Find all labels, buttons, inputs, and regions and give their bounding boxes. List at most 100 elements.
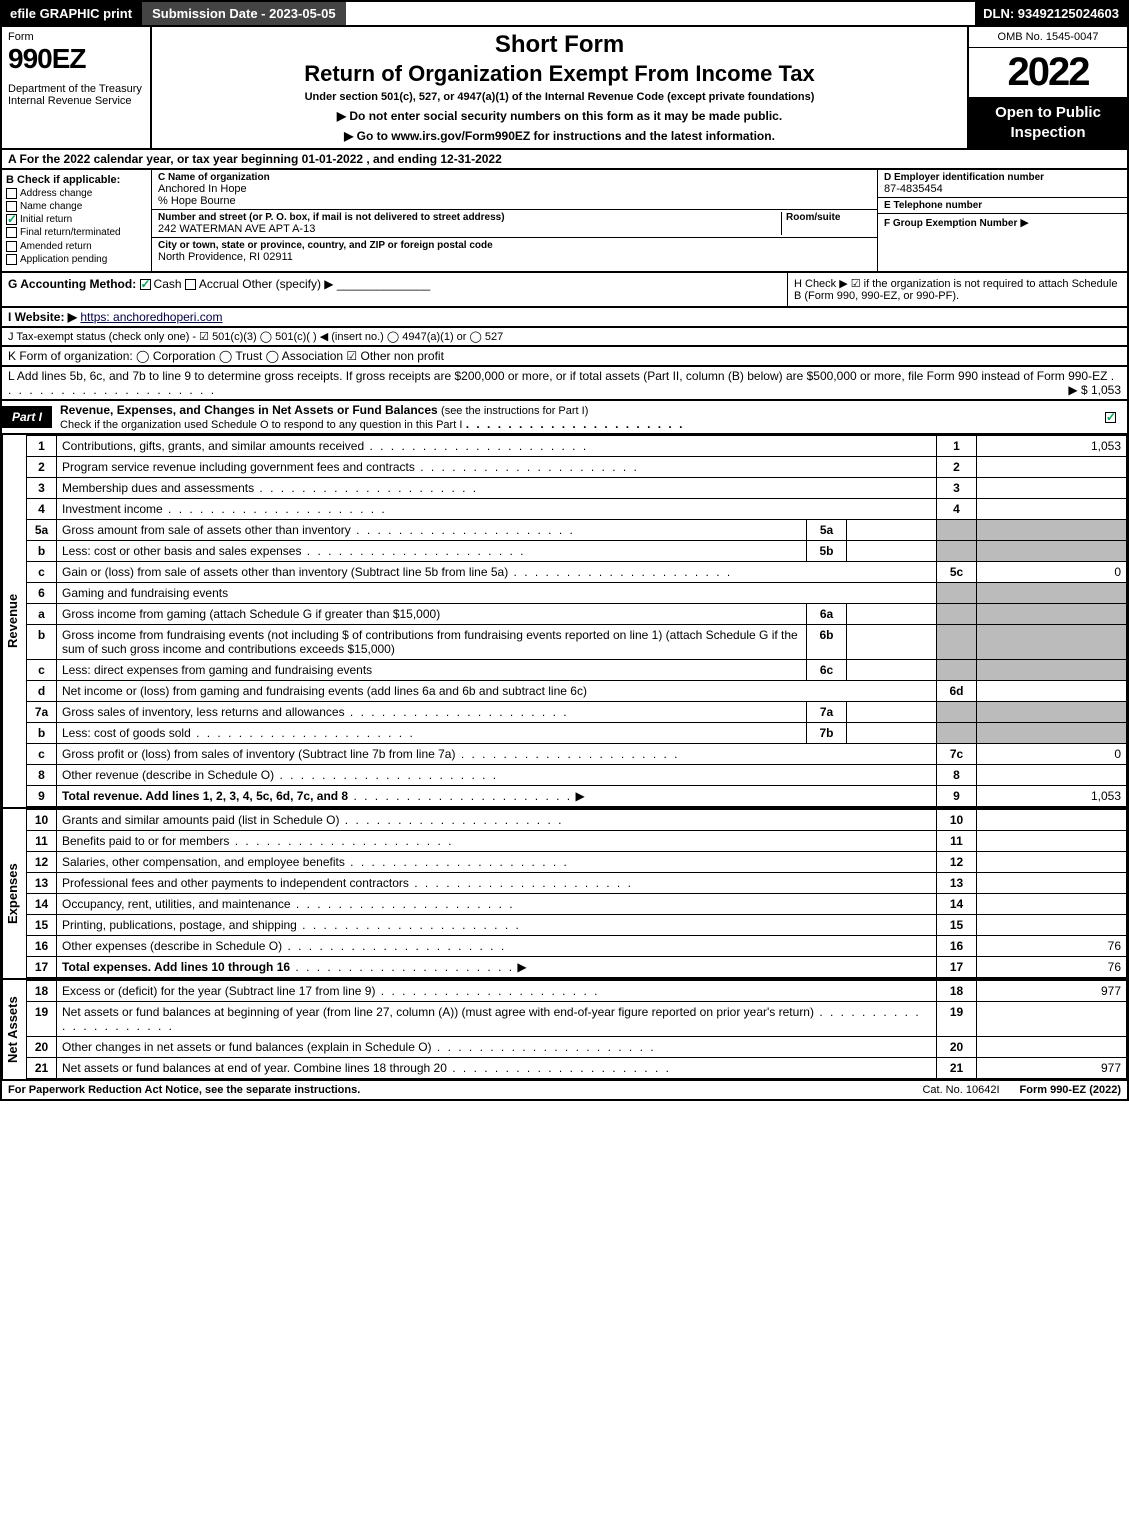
line-6c: c Less: direct expenses from gaming and … [27, 659, 1127, 680]
revenue-section: Revenue 1 Contributions, gifts, grants, … [0, 435, 1129, 809]
revenue-side-label: Revenue [2, 435, 26, 807]
ein-block: D Employer identification number 87-4835… [878, 170, 1127, 198]
line-4: 4 Investment income 4 [27, 498, 1127, 519]
line-20: 20 Other changes in net assets or fund b… [27, 1036, 1127, 1057]
line-6a: a Gross income from gaming (attach Sched… [27, 603, 1127, 624]
title-short-form: Short Form [158, 31, 961, 59]
line-2: 2 Program service revenue including gove… [27, 456, 1127, 477]
col-b-header: B Check if applicable: [6, 174, 147, 186]
group-exemption-arrow: ▶ [1020, 217, 1028, 229]
street-value: 242 WATERMAN AVE APT A-13 [158, 223, 781, 235]
row-j-tax-exempt: J Tax-exempt status (check only one) - ☑… [0, 328, 1129, 347]
row-l-gross-receipts: L Add lines 5b, 6c, and 7b to line 9 to … [0, 367, 1129, 401]
expenses-side-label: Expenses [2, 809, 26, 978]
row-g: G Accounting Method: Cash Accrual Other … [2, 273, 787, 306]
row-l-text: L Add lines 5b, 6c, and 7b to line 9 to … [8, 369, 1107, 383]
line-7a: 7a Gross sales of inventory, less return… [27, 701, 1127, 722]
chk-cash[interactable] [140, 279, 151, 290]
title-return: Return of Organization Exempt From Incom… [158, 61, 961, 87]
line-5c: c Gain or (loss) from sale of assets oth… [27, 561, 1127, 582]
line-14: 14 Occupancy, rent, utilities, and maint… [27, 893, 1127, 914]
line-16: 16 Other expenses (describe in Schedule … [27, 935, 1127, 956]
line-6: 6 Gaming and fundraising events [27, 582, 1127, 603]
website-label: I Website: ▶ [8, 310, 77, 324]
col-b-checkboxes: B Check if applicable: Address change Na… [2, 170, 152, 271]
line-3: 3 Membership dues and assessments 3 [27, 477, 1127, 498]
org-name-block: C Name of organization Anchored In Hope … [152, 170, 877, 210]
line-21: 21 Net assets or fund balances at end of… [27, 1057, 1127, 1078]
g-other: Other (specify) ▶ [242, 277, 333, 291]
chk-name-change[interactable]: Name change [6, 201, 147, 212]
chk-initial-return[interactable]: Initial return [6, 214, 147, 225]
chk-address-change[interactable]: Address change [6, 188, 147, 199]
expenses-section: Expenses 10 Grants and similar amounts p… [0, 809, 1129, 980]
expenses-table: 10 Grants and similar amounts paid (list… [26, 809, 1127, 978]
website-link[interactable]: https: anchoredhoperi.com [80, 310, 222, 324]
org-name-label: C Name of organization [158, 172, 871, 183]
group-exemption-label: F Group Exemption Number [884, 218, 1017, 229]
line-13: 13 Professional fees and other payments … [27, 872, 1127, 893]
header-center: Short Form Return of Organization Exempt… [152, 27, 967, 148]
dept-label: Department of the Treasury Internal Reve… [8, 83, 144, 107]
org-care-of: % Hope Bourne [158, 195, 871, 207]
row-a-calendar-year: A For the 2022 calendar year, or tax yea… [0, 150, 1129, 170]
org-name: Anchored In Hope [158, 183, 871, 195]
line-19: 19 Net assets or fund balances at beginn… [27, 1001, 1127, 1036]
line-10: 10 Grants and similar amounts paid (list… [27, 809, 1127, 830]
page-footer: For Paperwork Reduction Act Notice, see … [0, 1081, 1129, 1101]
street-block: Number and street (or P. O. box, if mail… [152, 210, 877, 238]
row-h: H Check ▶ ☑ if the organization is not r… [787, 273, 1127, 306]
dln-label: DLN: 93492125024603 [975, 2, 1127, 25]
room-label: Room/suite [786, 212, 871, 223]
net-assets-side-label: Net Assets [2, 980, 26, 1079]
footer-catno: Cat. No. 10642I [902, 1084, 1019, 1096]
line-5a: 5a Gross amount from sale of assets othe… [27, 519, 1127, 540]
col-c-org-info: C Name of organization Anchored In Hope … [152, 170, 877, 271]
form-word: Form [8, 31, 144, 43]
footer-form: Form 990-EZ (2022) [1020, 1084, 1121, 1096]
tel-label: E Telephone number [884, 200, 1121, 211]
chk-application-pending[interactable]: Application pending [6, 254, 147, 265]
group-exemption-block: F Group Exemption Number ▶ [878, 214, 1127, 231]
line-9: 9 Total revenue. Add lines 1, 2, 3, 4, 5… [27, 785, 1127, 806]
row-k-org-form: K Form of organization: ◯ Corporation ◯ … [0, 347, 1129, 367]
tax-year: 2022 [969, 48, 1127, 97]
top-bar: efile GRAPHIC print Submission Date - 20… [0, 0, 1129, 27]
part-1-title: Revenue, Expenses, and Changes in Net As… [52, 401, 1097, 433]
city-block: City or town, state or province, country… [152, 238, 877, 265]
submission-date: Submission Date - 2023-05-05 [140, 2, 346, 25]
city-value: North Providence, RI 02911 [158, 251, 871, 263]
line-1: 1 Contributions, gifts, grants, and simi… [27, 435, 1127, 456]
footer-paperwork: For Paperwork Reduction Act Notice, see … [8, 1084, 902, 1096]
net-assets-table: 18 Excess or (deficit) for the year (Sub… [26, 980, 1127, 1079]
part-1-header: Part I Revenue, Expenses, and Changes in… [0, 401, 1129, 435]
col-de: D Employer identification number 87-4835… [877, 170, 1127, 271]
part-1-sub: Check if the organization used Schedule … [60, 419, 462, 431]
form-number: 990EZ [8, 43, 144, 75]
info-block: B Check if applicable: Address change Na… [0, 170, 1129, 273]
city-label: City or town, state or province, country… [158, 240, 871, 251]
street-label: Number and street (or P. O. box, if mail… [158, 212, 781, 223]
instruct-goto: ▶ Go to www.irs.gov/Form990EZ for instru… [158, 129, 961, 143]
line-17: 17 Total expenses. Add lines 10 through … [27, 956, 1127, 977]
header-right: OMB No. 1545-0047 2022 Open to Public In… [967, 27, 1127, 148]
row-l-value: ▶ $ 1,053 [1068, 383, 1121, 397]
line-6b: b Gross income from fundraising events (… [27, 624, 1127, 659]
chk-amended-return[interactable]: Amended return [6, 241, 147, 252]
chk-schedule-o[interactable] [1105, 412, 1116, 423]
line-7c: c Gross profit or (loss) from sales of i… [27, 743, 1127, 764]
chk-accrual[interactable] [185, 279, 196, 290]
part-1-tag: Part I [2, 406, 52, 428]
line-15: 15 Printing, publications, postage, and … [27, 914, 1127, 935]
line-6d: d Net income or (loss) from gaming and f… [27, 680, 1127, 701]
line-11: 11 Benefits paid to or for members 11 [27, 830, 1127, 851]
revenue-table: 1 Contributions, gifts, grants, and simi… [26, 435, 1127, 807]
header-left: Form 990EZ Department of the Treasury In… [2, 27, 152, 148]
chk-final-return[interactable]: Final return/terminated [6, 227, 147, 238]
ein-label: D Employer identification number [884, 172, 1121, 183]
line-12: 12 Salaries, other compensation, and emp… [27, 851, 1127, 872]
line-7b: b Less: cost of goods sold 7b [27, 722, 1127, 743]
subtitle-section: Under section 501(c), 527, or 4947(a)(1)… [158, 91, 961, 103]
efile-print-label[interactable]: efile GRAPHIC print [2, 2, 140, 25]
net-assets-section: Net Assets 18 Excess or (deficit) for th… [0, 980, 1129, 1081]
